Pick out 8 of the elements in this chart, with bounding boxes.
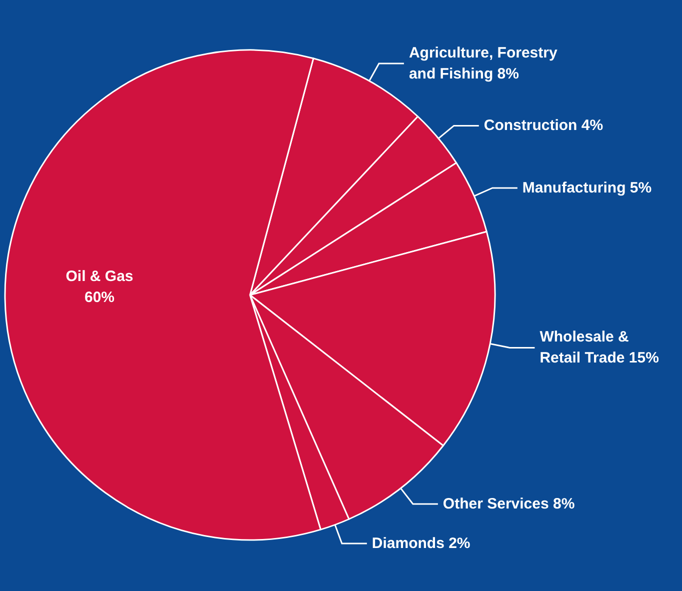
slice-label: Agriculture, Forestry and Fishing 8% bbox=[408, 44, 562, 82]
slice-label: Wholesale & Retail Trade 15% bbox=[540, 328, 659, 367]
slice-label: Construction 4% bbox=[484, 117, 604, 134]
slice-label: Manufacturing 5% bbox=[522, 179, 652, 196]
data-label: 60% bbox=[84, 288, 115, 306]
slice-label: Diamonds 2% bbox=[372, 535, 470, 552]
slice-label: Other Services 8% bbox=[442, 495, 575, 512]
slice-label: Oil & Gas bbox=[66, 268, 134, 285]
